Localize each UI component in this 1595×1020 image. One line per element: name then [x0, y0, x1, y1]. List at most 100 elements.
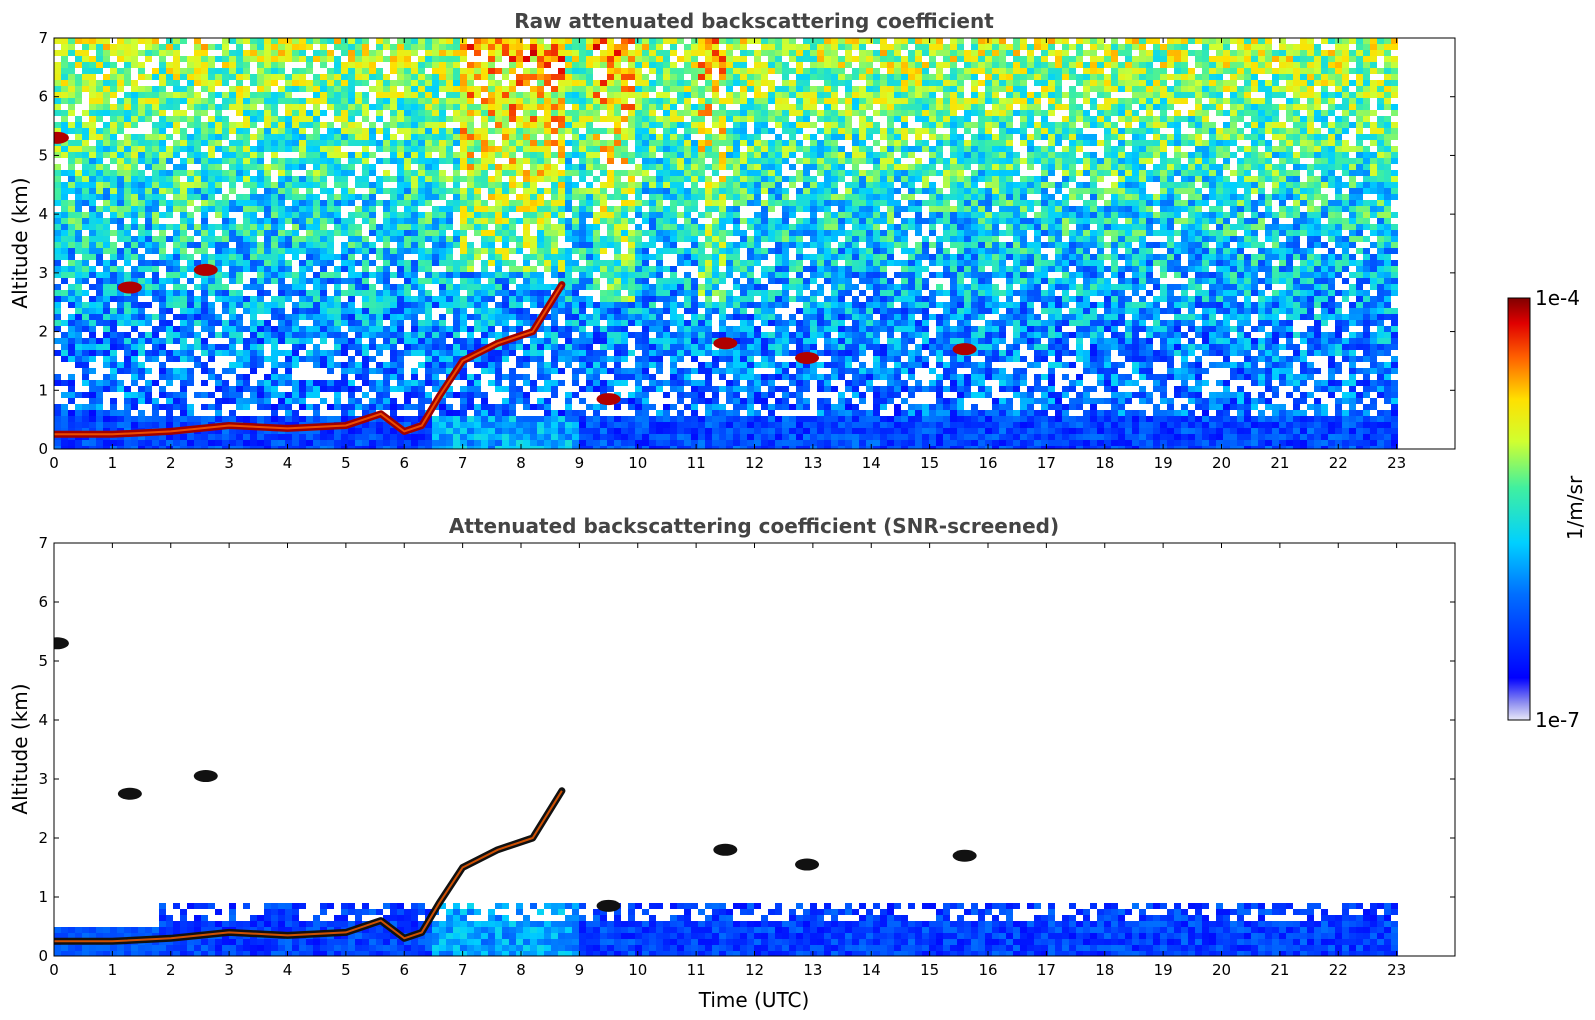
heatmap-cell	[54, 320, 61, 326]
heatmap-cell	[117, 98, 124, 104]
heatmap-cell	[446, 266, 453, 272]
heatmap-cell	[159, 152, 166, 158]
heatmap-cell	[229, 92, 236, 98]
heatmap-cell	[607, 308, 614, 314]
heatmap-cell	[383, 254, 390, 260]
heatmap-cell	[68, 92, 75, 98]
heatmap-cell	[488, 380, 495, 386]
heatmap-cell	[628, 236, 635, 242]
heatmap-cell	[502, 296, 509, 302]
heatmap-cell	[523, 152, 530, 158]
heatmap-cell	[243, 146, 250, 152]
heatmap-cell	[243, 308, 250, 314]
heatmap-cell	[278, 248, 285, 254]
heatmap-cell	[376, 422, 383, 428]
heatmap-cell	[173, 446, 180, 449]
heatmap-cell	[257, 152, 264, 158]
heatmap-cell	[215, 404, 222, 410]
heatmap-cell	[369, 272, 376, 278]
heatmap-cell	[530, 404, 537, 410]
heatmap-cell	[425, 392, 432, 398]
heatmap-cell	[271, 50, 278, 56]
heatmap-cell	[117, 380, 124, 386]
heatmap-cell	[236, 302, 243, 308]
heatmap-cell	[635, 140, 642, 146]
heatmap-cell	[75, 440, 82, 446]
heatmap-cell	[138, 344, 145, 350]
heatmap-cell	[103, 92, 110, 98]
heatmap-cell	[418, 320, 425, 326]
heatmap-cell	[642, 122, 649, 128]
heatmap-cell	[103, 224, 110, 230]
heatmap-cell	[376, 428, 383, 434]
heatmap-cell	[572, 188, 579, 194]
heatmap-cell	[376, 128, 383, 134]
heatmap-cell	[600, 236, 607, 242]
heatmap-cell	[96, 302, 103, 308]
heatmap-cell	[68, 260, 75, 266]
heatmap-cell	[502, 326, 509, 332]
heatmap-cell	[376, 392, 383, 398]
heatmap-cell	[397, 356, 404, 362]
heatmap-cell	[432, 158, 439, 164]
heatmap-cell	[250, 122, 257, 128]
heatmap-cell	[243, 434, 250, 440]
heatmap-cell	[264, 86, 271, 92]
heatmap-cell	[572, 134, 579, 140]
heatmap-cell	[355, 344, 362, 350]
heatmap-cell	[222, 200, 229, 206]
heatmap-cell	[404, 440, 411, 446]
heatmap-cell	[614, 260, 621, 266]
heatmap-cell	[124, 80, 131, 86]
heatmap-cell	[488, 218, 495, 224]
heatmap-cell	[523, 212, 530, 218]
heatmap-cell	[159, 326, 166, 332]
heatmap-cell	[551, 230, 558, 236]
heatmap-cell	[523, 224, 530, 230]
heatmap-cell	[96, 380, 103, 386]
heatmap-cell	[621, 236, 628, 242]
heatmap-cell	[250, 392, 257, 398]
heatmap-cell	[243, 134, 250, 140]
heatmap-cell	[642, 230, 649, 236]
heatmap-cell	[418, 398, 425, 404]
heatmap-cell	[166, 236, 173, 242]
heatmap-cell	[572, 260, 579, 266]
heatmap-cell	[348, 188, 355, 194]
heatmap-cell	[523, 236, 530, 242]
heatmap-cell	[579, 386, 586, 392]
heatmap-cell	[299, 266, 306, 272]
heatmap-cell	[509, 104, 516, 110]
heatmap-cell	[54, 302, 61, 308]
heatmap-cell	[453, 314, 460, 320]
heatmap-cell	[600, 308, 607, 314]
heatmap-cell	[593, 254, 600, 260]
heatmap-cell	[579, 254, 586, 260]
heatmap-cell	[523, 194, 530, 200]
heatmap-cell	[96, 152, 103, 158]
heatmap-cell	[439, 272, 446, 278]
heatmap-cell	[390, 404, 397, 410]
heatmap-cell	[537, 146, 544, 152]
heatmap-cell	[313, 410, 320, 416]
heatmap-cell	[194, 182, 201, 188]
heatmap-cell	[152, 278, 159, 284]
heatmap-cell	[68, 398, 75, 404]
heatmap-cell	[537, 206, 544, 212]
heatmap-cell	[488, 446, 495, 449]
heatmap-cell	[404, 350, 411, 356]
heatmap-cell	[222, 344, 229, 350]
heatmap-cell	[614, 350, 621, 356]
heatmap-cell	[124, 188, 131, 194]
heatmap-cell	[236, 236, 243, 242]
heatmap-cell	[390, 116, 397, 122]
heatmap-cell	[614, 44, 621, 50]
heatmap-cell	[145, 164, 152, 170]
heatmap-cell	[565, 116, 572, 122]
heatmap-cell	[558, 140, 565, 146]
heatmap-cell	[614, 254, 621, 260]
heatmap-cell	[488, 278, 495, 284]
heatmap-cell	[628, 170, 635, 176]
heatmap-cell	[159, 296, 166, 302]
heatmap-cell	[82, 242, 89, 248]
